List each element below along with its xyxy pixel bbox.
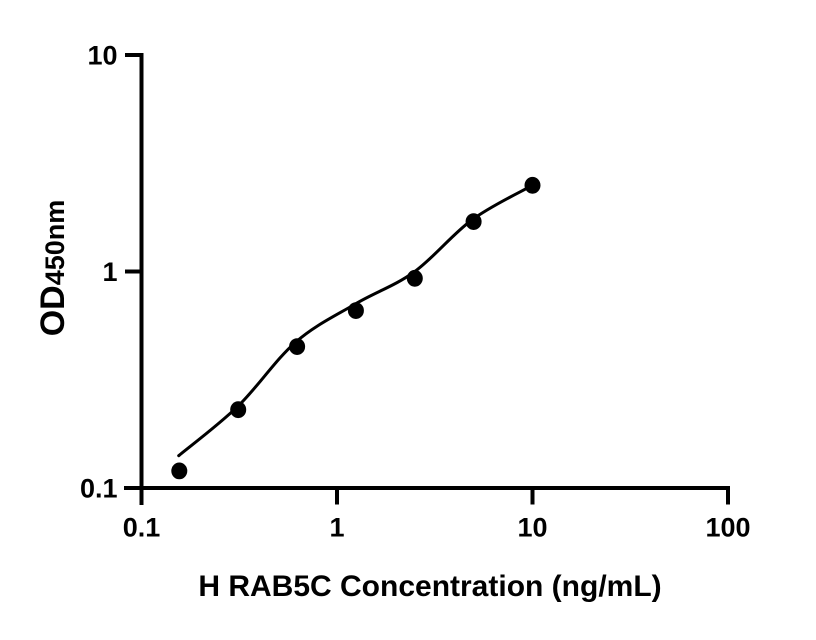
y-axis-title-main: OD (34, 285, 72, 336)
data-point (524, 176, 541, 194)
x-tick-label-100: 100 (705, 513, 750, 543)
y-axis-title: OD450nm (34, 200, 72, 337)
data-point (289, 338, 306, 355)
x-tick-label-1: 1 (329, 513, 344, 543)
data-point (230, 401, 247, 419)
data-points (171, 176, 541, 480)
data-point (347, 302, 364, 319)
axis-lines (124, 53, 730, 505)
x-axis-title: H RAB5C Concentration (ng/mL) (198, 570, 661, 603)
data-point (465, 213, 482, 231)
y-tick-label-10: 10 (87, 41, 117, 71)
y-axis-ticks: 0.1 1 10 (80, 41, 142, 504)
x-axis-ticks: 0.1 1 10 100 (123, 488, 751, 543)
data-point (406, 269, 423, 287)
x-tick-label-10: 10 (517, 513, 547, 543)
y-tick-label-1: 1 (102, 257, 117, 287)
data-point (171, 462, 188, 480)
y-tick-label-0.1: 0.1 (80, 474, 118, 504)
x-tick-label-0.1: 0.1 (123, 513, 161, 543)
y-axis-title-sub: 450nm (40, 200, 70, 286)
